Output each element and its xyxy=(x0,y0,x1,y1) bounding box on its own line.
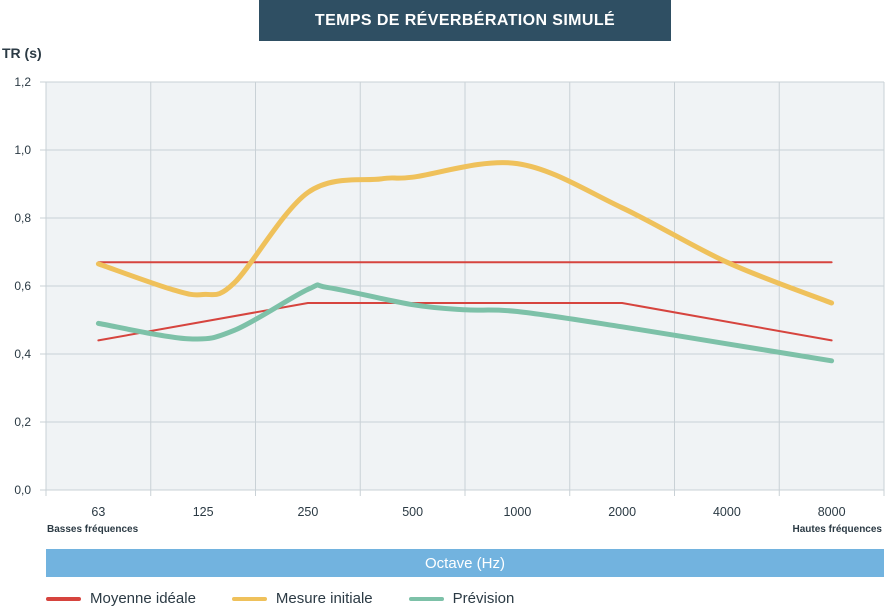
legend: Moyenne idéale Mesure initiale Prévision xyxy=(46,590,550,607)
x-tick-label: 8000 xyxy=(818,505,846,519)
legend-label-forecast: Prévision xyxy=(452,590,515,607)
y-tick-label: 0,4 xyxy=(14,347,31,361)
legend-item-forecast: Prévision xyxy=(408,590,515,607)
series-line-3 xyxy=(95,282,835,364)
x-tick-label: 2000 xyxy=(608,505,636,519)
y-axis-label: TR (s) xyxy=(2,45,42,61)
x-ticks: 63 125 250 500 1000 2000 4000 8000 xyxy=(91,505,845,519)
series-line-2 xyxy=(95,160,835,306)
series-lines xyxy=(95,160,835,364)
legend-item-ideal: Moyenne idéale xyxy=(46,590,196,607)
y-tick-label: 0,0 xyxy=(14,483,31,497)
series-line-1 xyxy=(97,302,833,342)
legend-swatch-initial xyxy=(231,596,267,601)
x-tick-label: 4000 xyxy=(713,505,741,519)
legend-swatch-ideal xyxy=(46,596,81,601)
y-tick-label: 0,6 xyxy=(14,279,31,293)
x-tick-label: 500 xyxy=(402,505,423,519)
x-tick-label: 250 xyxy=(297,505,318,519)
legend-label-ideal: Moyenne idéale xyxy=(90,590,196,607)
x-axis-label: Octave (Hz) xyxy=(46,549,884,577)
x-tick-label: 63 xyxy=(91,505,105,519)
y-tick-label: 1,2 xyxy=(14,75,31,89)
chart-title: TEMPS DE RÉVERBÉRATION SIMULÉ xyxy=(259,0,671,41)
low-frequency-note: Basses fréquences xyxy=(47,524,139,535)
grid xyxy=(40,81,885,496)
x-tick-label: 125 xyxy=(193,505,214,519)
high-frequency-note: Hautes fréquences xyxy=(792,524,882,535)
x-tick-label: 1000 xyxy=(503,505,531,519)
chart-plot: 0,0 0,2 0,4 0,6 0,8 1,0 1,2 63 125 250 500 1000 200… xyxy=(14,75,885,519)
y-tick-label: 0,2 xyxy=(14,415,31,429)
legend-item-initial: Mesure initiale xyxy=(231,590,373,607)
y-tick-label: 0,8 xyxy=(14,211,31,225)
y-tick-label: 1,0 xyxy=(14,143,31,157)
legend-swatch-forecast xyxy=(408,596,444,601)
legend-label-initial: Mesure initiale xyxy=(275,590,373,607)
y-ticks: 0,0 0,2 0,4 0,6 0,8 1,0 1,2 xyxy=(14,75,31,497)
